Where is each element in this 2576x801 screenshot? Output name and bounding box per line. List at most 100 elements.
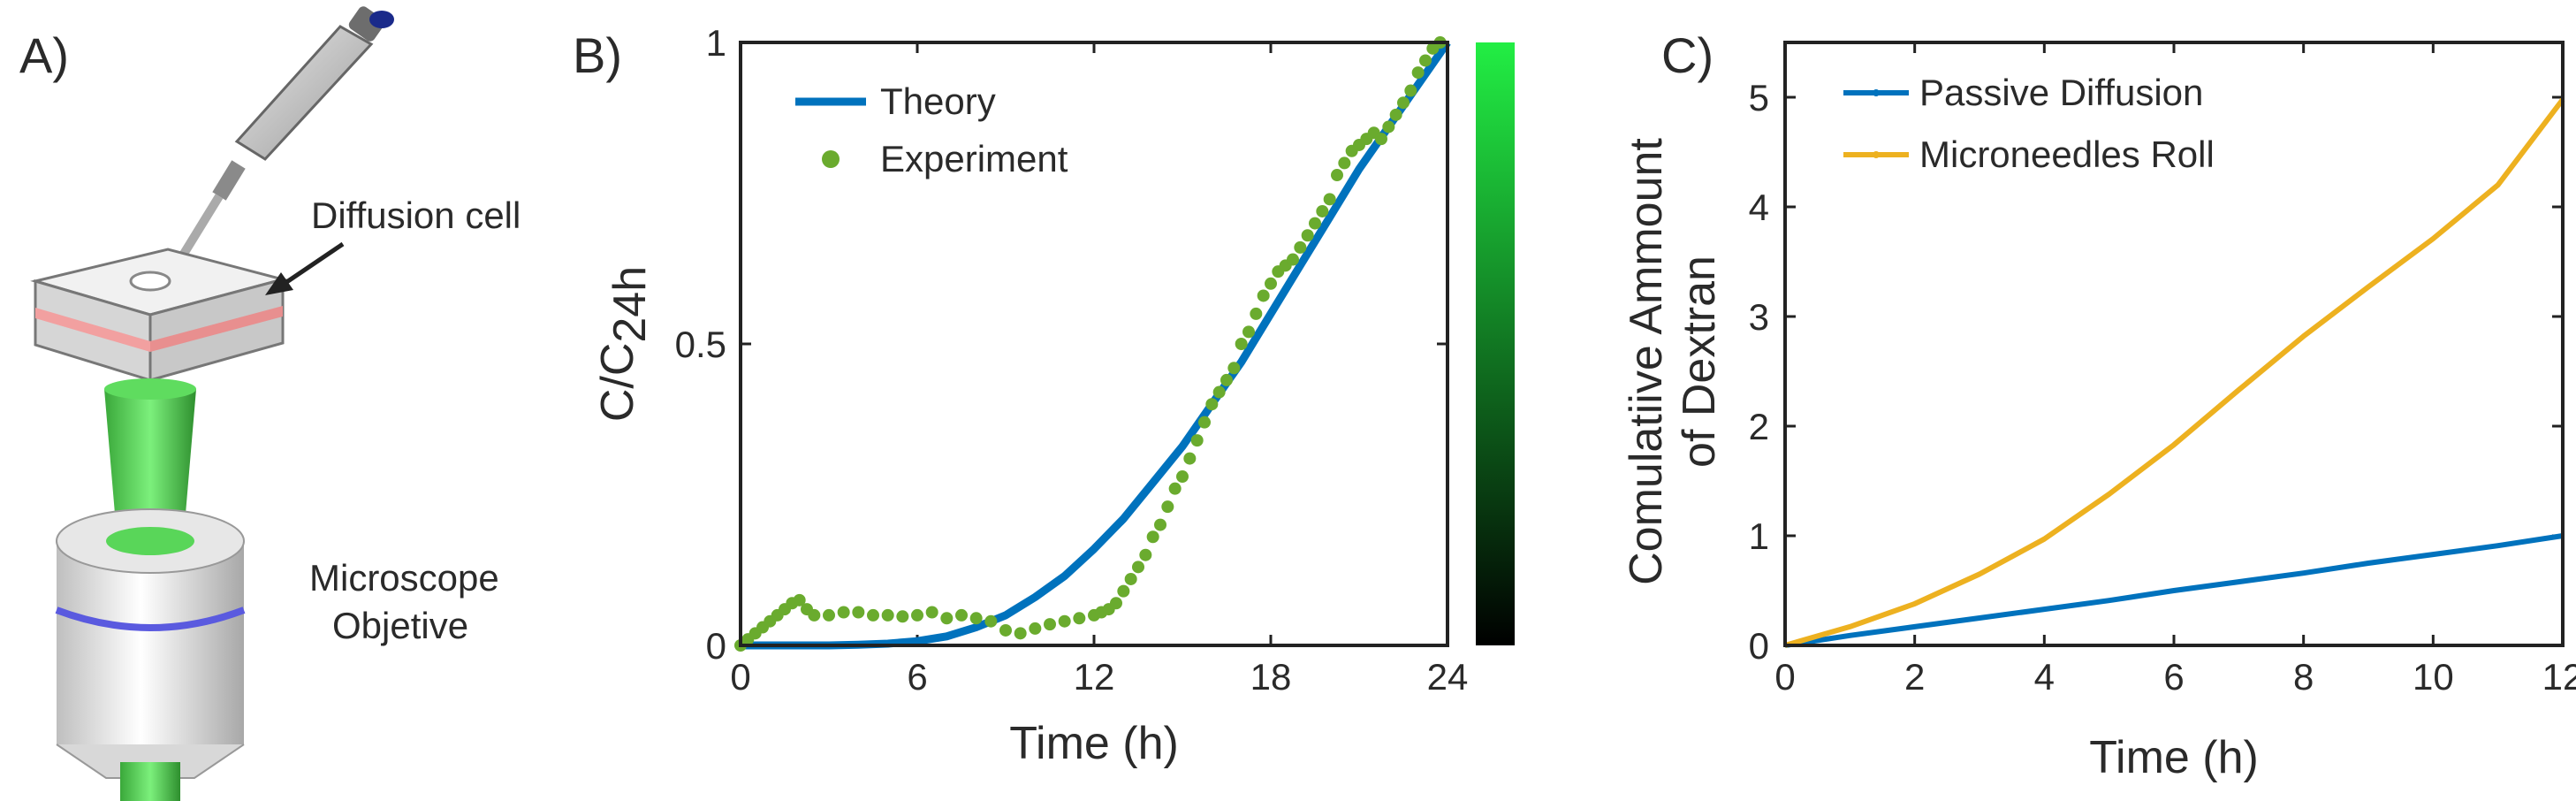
experiment-point	[1323, 193, 1336, 206]
experiment-point	[1146, 530, 1159, 544]
y-tick-label: 2	[1749, 406, 1769, 447]
experiment-point	[1287, 253, 1299, 266]
panel-a-label: A)	[19, 27, 69, 83]
x-tick-label: 8	[2293, 656, 2314, 698]
experiment-point	[940, 612, 954, 625]
experiment-point	[1242, 325, 1255, 339]
diffusion-cell-illustration	[30, 248, 288, 383]
legend-passive-label: Passive Diffusion	[1919, 72, 2203, 113]
experiment-point	[1058, 614, 1071, 628]
experiment-point	[1397, 96, 1410, 110]
experiment-point	[1375, 133, 1387, 146]
experiment-point	[1338, 156, 1351, 170]
microneedles-roll-line	[1784, 97, 2565, 648]
experiment-point	[1190, 434, 1204, 447]
experiment-point	[1316, 204, 1329, 217]
experiment-point	[1198, 416, 1211, 429]
x-tick-label: 6	[2163, 656, 2184, 698]
experiment-point	[823, 608, 835, 622]
experiment-point	[808, 608, 821, 622]
y-axis-title: C/C24h	[592, 266, 656, 422]
experiment-point	[969, 612, 983, 625]
experiment-point	[1265, 277, 1277, 290]
experiment-point	[1294, 240, 1307, 254]
experiment-point	[1250, 307, 1263, 320]
panel-c-label: C)	[1661, 27, 1714, 83]
experiment-point	[793, 593, 806, 606]
diffusion-cell-arrowhead	[265, 272, 293, 295]
panel-b: B) 0 6 12 18 24 0 0.5 1 Theory Experiment Time (h)…	[573, 22, 1515, 769]
experiment-point	[1257, 289, 1270, 302]
experiment-point	[1073, 612, 1086, 625]
y-tick-label: 1	[1749, 515, 1769, 557]
experiment-point	[1044, 618, 1056, 631]
experiment-point	[896, 610, 909, 623]
experiment-point	[1220, 373, 1233, 386]
y-tick-label: 5	[1749, 77, 1769, 118]
x-tick-label: 2	[1904, 656, 1925, 698]
experiment-point	[1161, 500, 1174, 514]
experiment-point	[1382, 120, 1395, 134]
plot-frame	[1783, 41, 2565, 647]
experiment-point	[1389, 108, 1402, 121]
experiment-point	[1235, 338, 1248, 350]
y-tick-label: 0.5	[675, 324, 726, 365]
y-tick-label: 0	[706, 625, 726, 667]
experiment-point	[1301, 229, 1314, 242]
experiment-point	[955, 608, 968, 622]
experiment-point	[1139, 548, 1152, 561]
y-tick-label: 0	[1749, 625, 1769, 667]
y-tick-label: 4	[1749, 187, 1769, 228]
experiment-point	[925, 606, 938, 619]
experiment-point	[1014, 627, 1027, 640]
x-tick-label: 0	[1774, 656, 1795, 698]
y-tick-label: 1	[706, 22, 726, 64]
x-tick-label: 0	[730, 656, 750, 698]
experiment-point	[1411, 66, 1425, 80]
experiment-point	[1154, 518, 1166, 531]
x-axis-title: Time (h)	[2089, 732, 2259, 783]
panel-a: A)	[19, 6, 521, 801]
pipette-illustration	[165, 6, 394, 278]
chart-b: 0 6 12 18 24 0 0.5 1 Theory Experiment Time (h) C/C…	[592, 22, 1515, 769]
colorbar	[1476, 42, 1515, 645]
x-axis-title: Time (h)	[1009, 718, 1179, 769]
legend-experiment-swatch	[822, 150, 840, 168]
legend-experiment-label: Experiment	[880, 138, 1068, 179]
experiment-point	[1212, 385, 1226, 399]
x-tick-label: 24	[1427, 656, 1469, 698]
experiment-point	[911, 608, 923, 622]
legend-theory-label: Theory	[880, 80, 996, 122]
microscope-objective-illustration	[55, 378, 246, 801]
experiment-point	[1309, 217, 1321, 230]
experiment-point	[1419, 54, 1432, 67]
experiment-point	[1029, 622, 1042, 635]
panel-b-label: B)	[573, 27, 622, 83]
experiment-point	[1124, 572, 1137, 585]
experiment-point	[1404, 84, 1417, 97]
x-tick-label: 10	[2413, 656, 2454, 698]
x-tick-label: 12	[1074, 656, 1115, 698]
theory-line	[741, 40, 1451, 650]
diffusion-cell-annotation: Diffusion cell	[311, 195, 521, 236]
experiment-point	[837, 606, 850, 619]
experiment-point	[1227, 362, 1241, 375]
diffusion-cell-arrow	[281, 241, 345, 287]
plot-frame	[739, 41, 1449, 647]
experiment-point	[984, 614, 998, 628]
experiment-point	[1183, 452, 1197, 465]
experiment-point	[1168, 482, 1182, 495]
y-axis-title-line2: of Dextran	[1674, 256, 1725, 468]
experiment-point	[1331, 169, 1343, 182]
legend-microneedles-marker	[1873, 151, 1880, 158]
x-tick-label: 12	[2542, 656, 2576, 698]
experiment-point	[1176, 470, 1189, 484]
x-tick-label: 18	[1250, 656, 1292, 698]
y-tick-label: 3	[1749, 296, 1769, 338]
legend-passive-marker	[1873, 89, 1880, 96]
x-tick-label: 6	[907, 656, 927, 698]
y-axis-title-line1: Comulatiive Ammount	[1621, 138, 1672, 585]
